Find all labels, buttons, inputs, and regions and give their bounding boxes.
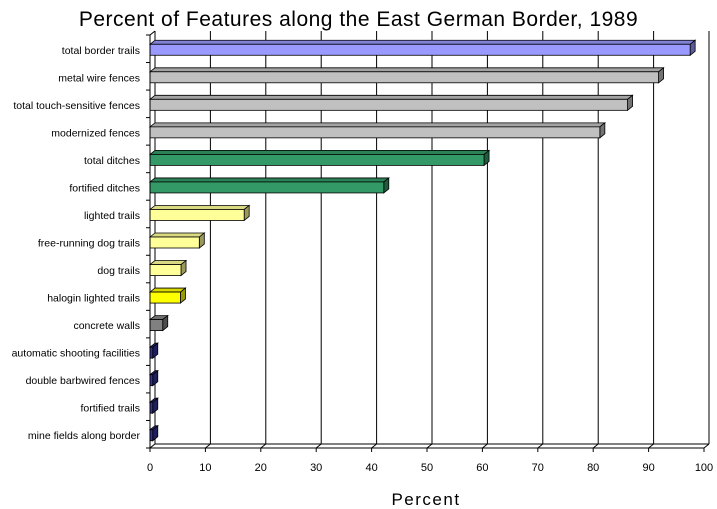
category-label: concrete walls: [73, 320, 140, 332]
x-tick-label: 20: [255, 462, 267, 474]
x-tick-label: 70: [532, 462, 544, 474]
bar: [148, 424, 159, 442]
bar-top-face: [148, 67, 665, 73]
x-tick-label: 50: [421, 462, 433, 474]
x-tick-label: 90: [642, 462, 654, 474]
x-tick-label: 60: [476, 462, 488, 474]
bar-front-face: [149, 181, 385, 194]
category-label: total ditches: [84, 155, 140, 167]
category-label: automatic shooting facilities: [12, 348, 140, 360]
bar-front-face: [149, 98, 628, 111]
x-tick-label: 10: [199, 462, 211, 474]
bar-front-face: [149, 209, 245, 221]
category-label: modernized fences: [51, 127, 140, 139]
bar: [148, 39, 697, 57]
bar-top-face: [148, 205, 251, 210]
floor-gridline: [482, 443, 488, 449]
tick-labels: 0 10 20 30 40 50 60 70 80 90 100: [147, 462, 713, 474]
bar-top-face: [148, 287, 187, 293]
bar-top-face: [148, 122, 606, 128]
category-label: dog trails: [97, 265, 140, 277]
category-label: halogin lighted trails: [47, 293, 140, 305]
bar-front-face: [149, 236, 200, 249]
bar: [148, 287, 187, 304]
category-label: lighted trails: [84, 210, 140, 222]
axis-depth-edge: [149, 30, 156, 36]
x-tick-label: 40: [365, 462, 377, 474]
floor-gridline: [371, 443, 377, 449]
bar: [148, 369, 159, 387]
floor-gridline: [260, 443, 267, 449]
bar-front-face: [149, 126, 601, 139]
floor-gridline: [648, 443, 654, 449]
bar-front-face: [149, 71, 659, 84]
floor-gridline: [426, 443, 433, 449]
x-tick-label: 80: [587, 462, 599, 474]
category-label: metal wire fences: [58, 72, 140, 84]
bar-top-face: [148, 232, 206, 238]
floor-gridline: [205, 443, 211, 449]
floor-gridline: [537, 443, 544, 449]
axes: [146, 30, 705, 452]
category-label: double barbwired fences: [26, 375, 140, 387]
category-label: fortified ditches: [69, 182, 140, 194]
x-tick-label: 0: [147, 462, 153, 474]
x-tick-label: 30: [310, 462, 322, 474]
category-label: free-running dog trails: [38, 238, 140, 250]
category-label: fortified trails: [80, 403, 140, 415]
bar: [148, 397, 159, 415]
bar-top-face: [148, 177, 390, 183]
bar: [148, 259, 188, 277]
floor-gridline: [315, 443, 322, 449]
category-label: total touch-sensitive fences: [13, 100, 140, 112]
bar-top-face: [148, 39, 697, 45]
category-labels: total border trails metal wire fences tota…: [12, 45, 141, 442]
bar: [148, 204, 251, 222]
bar-front-face: [149, 291, 181, 304]
bar: [148, 314, 169, 332]
bar: [148, 122, 606, 139]
bar-top-face: [148, 260, 188, 265]
floor-gridline: [703, 443, 710, 449]
bar-top-face: [148, 149, 491, 155]
x-axis-title: Percent: [391, 490, 460, 509]
gridlines: [149, 31, 710, 449]
bar: [148, 177, 390, 194]
bar: [148, 66, 665, 84]
category-label: mine fields along border: [28, 430, 141, 442]
bar-front-face: [149, 319, 164, 332]
bars: [148, 39, 697, 442]
floor-gridline: [149, 443, 156, 449]
bar-front-face: [149, 153, 485, 166]
category-label: total border trails: [62, 45, 140, 57]
bar-front-face: [149, 264, 182, 276]
bar: [148, 149, 491, 167]
bar: [148, 94, 634, 112]
bar-top-face: [148, 94, 634, 100]
x-tick-label: 100: [695, 462, 713, 474]
bar-front-face: [149, 43, 691, 56]
bar: [148, 232, 206, 249]
bar: [148, 342, 159, 359]
chart-title: Percent of Features along the East Germa…: [78, 8, 639, 31]
floor-gridline: [592, 443, 599, 449]
